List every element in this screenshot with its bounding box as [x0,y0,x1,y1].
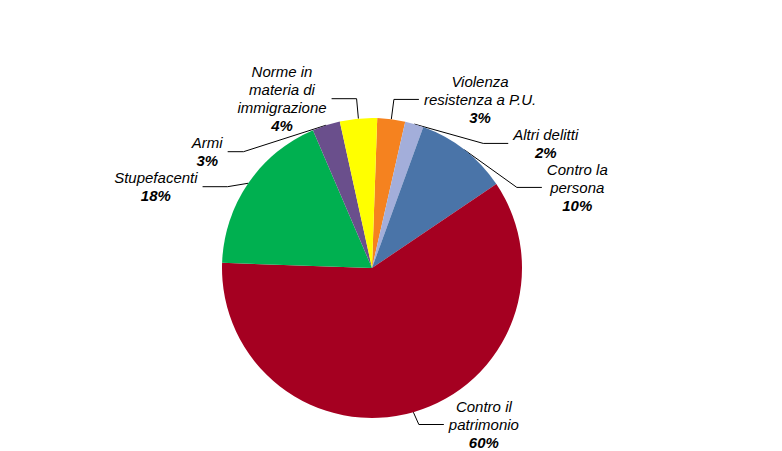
svg-text:Stupefacenti: Stupefacenti [114,169,198,186]
svg-text:2%: 2% [534,144,557,161]
svg-text:18%: 18% [141,187,171,204]
svg-text:4%: 4% [270,117,293,134]
svg-text:persona: persona [549,179,604,196]
svg-text:materia di: materia di [249,81,316,98]
svg-text:3%: 3% [196,152,218,169]
svg-text:Contro la: Contro la [547,161,608,178]
svg-text:Norme in: Norme in [252,63,313,80]
svg-text:60%: 60% [469,434,499,451]
svg-text:patrimonio: patrimonio [448,416,519,433]
svg-text:resistenza a P.U.: resistenza a P.U. [424,91,536,108]
svg-text:3%: 3% [469,109,491,126]
svg-text:Altri delitti: Altri delitti [512,126,579,143]
svg-text:immigrazione: immigrazione [237,99,326,116]
svg-text:10%: 10% [562,197,592,214]
svg-text:Contro il: Contro il [456,398,513,415]
svg-text:Violenza: Violenza [451,73,508,90]
svg-text:Armi: Armi [191,134,223,151]
